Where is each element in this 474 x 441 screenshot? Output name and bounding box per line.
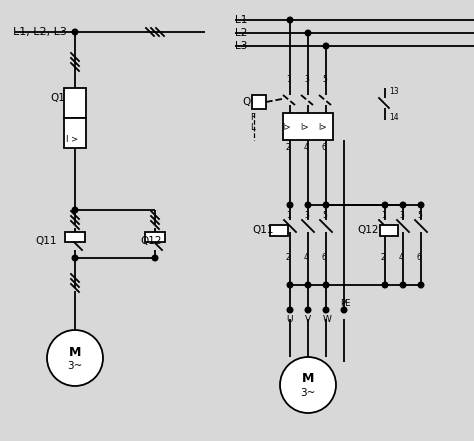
Text: I >: I > bbox=[66, 135, 78, 145]
Text: U: U bbox=[286, 314, 292, 324]
Circle shape bbox=[287, 202, 293, 208]
Text: 3~: 3~ bbox=[301, 388, 316, 398]
Circle shape bbox=[382, 282, 388, 288]
Circle shape bbox=[47, 330, 103, 386]
Circle shape bbox=[287, 307, 293, 313]
Bar bbox=[65, 232, 85, 242]
Circle shape bbox=[72, 255, 78, 261]
Text: 2: 2 bbox=[286, 143, 291, 153]
Text: 4: 4 bbox=[304, 143, 309, 153]
Circle shape bbox=[323, 43, 329, 49]
Text: 4: 4 bbox=[399, 253, 404, 262]
Text: M: M bbox=[69, 345, 81, 359]
Text: L1: L1 bbox=[235, 15, 247, 25]
Circle shape bbox=[72, 29, 78, 35]
Text: I>: I> bbox=[318, 123, 327, 132]
Text: L3: L3 bbox=[235, 41, 247, 51]
Text: 3~: 3~ bbox=[67, 361, 82, 371]
Text: F: F bbox=[250, 112, 255, 122]
Text: 5: 5 bbox=[322, 75, 327, 85]
Circle shape bbox=[418, 202, 424, 208]
Text: 1: 1 bbox=[286, 75, 291, 85]
Circle shape bbox=[323, 202, 329, 208]
Circle shape bbox=[305, 202, 311, 208]
Circle shape bbox=[323, 282, 329, 288]
Text: 5: 5 bbox=[322, 210, 327, 220]
Circle shape bbox=[418, 282, 424, 288]
Text: I>: I> bbox=[300, 123, 309, 132]
Bar bbox=[64, 88, 86, 118]
Text: 2: 2 bbox=[381, 253, 386, 262]
Circle shape bbox=[287, 17, 293, 23]
Bar bbox=[283, 113, 333, 140]
Text: PE: PE bbox=[340, 299, 350, 307]
Text: 3: 3 bbox=[304, 75, 309, 85]
Text: 1: 1 bbox=[381, 210, 386, 220]
Text: 6: 6 bbox=[322, 143, 327, 153]
Text: M: M bbox=[302, 373, 314, 385]
Text: 6: 6 bbox=[417, 253, 422, 262]
Text: 6: 6 bbox=[322, 253, 327, 262]
Text: L: L bbox=[250, 123, 255, 131]
Text: 4: 4 bbox=[304, 253, 309, 262]
Text: L2: L2 bbox=[235, 28, 247, 38]
Circle shape bbox=[305, 282, 311, 288]
Text: 13: 13 bbox=[389, 86, 399, 96]
Text: Q1: Q1 bbox=[50, 93, 65, 103]
Text: Q12: Q12 bbox=[140, 236, 162, 246]
Text: 14: 14 bbox=[389, 112, 399, 122]
Text: 3: 3 bbox=[399, 210, 404, 220]
Text: Q12: Q12 bbox=[357, 225, 379, 235]
Circle shape bbox=[287, 282, 293, 288]
Circle shape bbox=[400, 202, 406, 208]
Text: W: W bbox=[323, 314, 332, 324]
Text: L1, L2, L3: L1, L2, L3 bbox=[13, 27, 67, 37]
Text: Q11: Q11 bbox=[252, 225, 273, 235]
Circle shape bbox=[341, 307, 347, 313]
Text: V: V bbox=[305, 314, 311, 324]
Text: 3: 3 bbox=[304, 210, 309, 220]
Bar bbox=[64, 118, 86, 148]
Bar bbox=[145, 232, 165, 242]
Text: 5: 5 bbox=[417, 210, 422, 220]
Circle shape bbox=[323, 307, 329, 313]
Text: 1: 1 bbox=[286, 210, 291, 220]
Circle shape bbox=[305, 30, 311, 36]
Circle shape bbox=[400, 282, 406, 288]
Circle shape bbox=[280, 357, 336, 413]
Circle shape bbox=[382, 202, 388, 208]
Bar bbox=[252, 95, 266, 109]
Circle shape bbox=[305, 307, 311, 313]
Text: 2: 2 bbox=[286, 253, 291, 262]
Circle shape bbox=[152, 255, 158, 261]
Bar bbox=[270, 225, 288, 236]
Text: Q: Q bbox=[242, 97, 250, 107]
Bar bbox=[380, 225, 398, 236]
Text: Q11: Q11 bbox=[35, 236, 56, 246]
Circle shape bbox=[72, 207, 78, 213]
Text: I>: I> bbox=[282, 123, 291, 132]
